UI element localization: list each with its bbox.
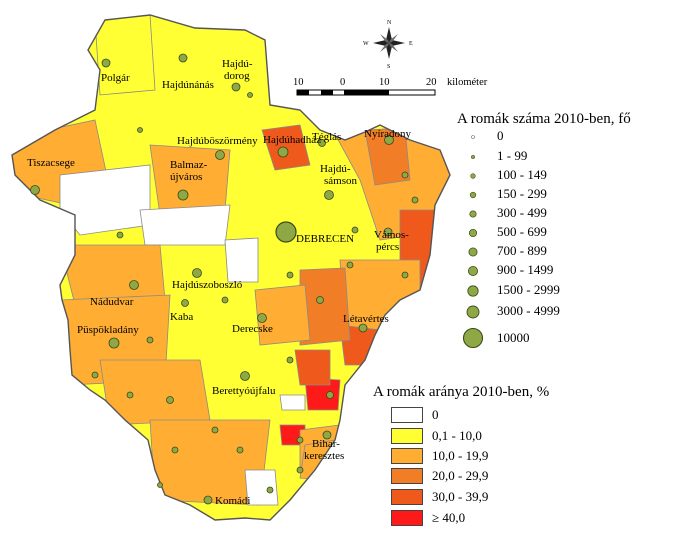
dot-hajdusamson — [324, 190, 334, 200]
label-hajdusamson: Hajdú-sámson — [320, 163, 358, 187]
compass-n: N — [387, 20, 392, 26]
svg-text:10: 10 — [379, 77, 390, 88]
label-hajduboszormeny: Hajdúböszörmény — [177, 135, 258, 147]
legend-count-symbols — [462, 135, 484, 349]
dot-hajduszoboszlo — [192, 268, 202, 278]
label-balmazujvaros: Balmaz-újváros — [170, 159, 208, 183]
label-komadi: Komádi — [215, 495, 250, 507]
dot-hajduhadhaz — [277, 146, 289, 158]
compass-w: W — [363, 41, 369, 47]
compass-s: S — [387, 64, 390, 70]
legend-share-3: 20,0 - 29,9 — [432, 468, 489, 483]
compass-rose: N S E W — [363, 20, 413, 70]
label-vamospercs: Vámos-pércs — [374, 229, 409, 253]
dot-nadudvar — [129, 280, 139, 290]
legend-share-5: ≥ 40,0 — [432, 510, 466, 525]
label-berettyoujfalu: Berettyóújfalu — [212, 385, 276, 397]
svg-text:kilométer: kilométer — [447, 77, 488, 88]
area-hajduhadhaz — [261, 124, 311, 171]
legend-count-2: 100 - 149 — [497, 167, 547, 182]
svg-text:10: 10 — [293, 77, 304, 88]
dot-hajduboszormeny — [215, 150, 225, 160]
scale-bar: 10 0 10 20 kilométer — [293, 77, 488, 96]
label-hajduszoboszlo: Hajdúszoboszló — [172, 279, 243, 291]
dot-vamospercs — [383, 227, 393, 237]
dot-hajdunanas — [178, 53, 188, 63]
label-hajduhadhaz: Hajdúhadház — [263, 134, 321, 146]
legend-count-5: 500 - 699 — [497, 224, 547, 239]
label-biharkeresztes: Bihar-keresztes — [304, 438, 344, 462]
legend-share-0: 0 — [432, 407, 439, 422]
legend-share-swatch-1 — [391, 428, 423, 444]
dot-tiszacsege — [30, 185, 40, 195]
area-komadi-white — [244, 469, 279, 506]
area-white-west — [59, 164, 151, 236]
legend-count-4: 300 - 499 — [497, 205, 547, 220]
legend-count-0: 0 — [497, 128, 504, 143]
dot-letavertes — [358, 323, 368, 333]
dot-teglas — [318, 139, 326, 147]
legend-share-4: 30,0 - 39,9 — [432, 489, 489, 504]
label-letavertes: Létavértes — [343, 313, 389, 325]
label-puspokladany: Püspökladány — [77, 324, 139, 336]
legend-share-swatch-0 — [391, 407, 423, 423]
area-white-south — [279, 394, 306, 411]
area-white-center — [139, 204, 231, 246]
svg-text:0: 0 — [340, 77, 345, 88]
label-nyiradony: Nyíradony — [364, 128, 412, 140]
label-tiszacsege: Tiszacsege — [27, 157, 75, 169]
dot-hajdudorog — [231, 82, 241, 92]
legend-share-2: 10,0 - 19,9 — [432, 448, 489, 463]
area-south-orange — [294, 349, 331, 386]
area-derecske-orange — [254, 284, 311, 346]
dot-derecske — [257, 313, 267, 323]
label-derecske: Derecske — [232, 323, 273, 335]
label-teglas: Téglás — [312, 131, 341, 143]
legend-count-1: 1 - 99 — [497, 148, 528, 163]
county-outline — [11, 14, 451, 521]
legend-count-9: 3000 - 4999 — [497, 303, 560, 318]
dot-berettyoujfalu — [240, 371, 250, 381]
dot-biharkeresztes — [322, 430, 332, 440]
legend-share-swatch-4 — [391, 489, 423, 505]
label-polgar: Polgár — [101, 72, 130, 84]
legend-share-swatch-3 — [391, 468, 423, 484]
svg-text:20: 20 — [426, 77, 437, 88]
dot-balmazujvaros — [177, 189, 189, 201]
label-hajdunanas: Hajdúnánás — [162, 79, 214, 91]
legend-count-title: A romák száma 2010-ben, fő — [457, 111, 631, 127]
settlement-dots — [30, 53, 419, 505]
legend-share-1: 0,1 - 10,0 — [432, 428, 482, 443]
dot-komadi — [203, 495, 213, 505]
legend-share-swatch-2 — [391, 448, 423, 464]
dot-polgar — [101, 58, 111, 68]
area-white-small — [224, 237, 259, 283]
dot-nyiradony — [384, 135, 394, 145]
dot-puspokladany — [108, 337, 120, 349]
legend-share-swatch-5 — [391, 510, 423, 526]
legend-count-6: 700 - 899 — [497, 243, 547, 258]
legend-count-10: 10000 — [497, 330, 530, 345]
compass-e: E — [409, 41, 413, 47]
label-nadudvar: Nádudvar — [90, 296, 134, 308]
area-southwest-orange — [99, 359, 211, 426]
legend-count-7: 900 - 1499 — [497, 262, 554, 277]
label-kaba: Kaba — [170, 311, 193, 323]
dot-debrecen — [275, 221, 297, 243]
label-debrecen: DEBRECEN — [296, 233, 354, 245]
dot-kaba — [181, 299, 189, 307]
town-labels: Polgár Hajdúnánás Hajdú-dorog Tiszacsege… — [27, 58, 412, 507]
legend-count-3: 150 - 299 — [497, 186, 547, 201]
legend-share-title: A romák aránya 2010-ben, % — [373, 384, 550, 400]
label-hajdudorog: Hajdú-dorog — [222, 58, 253, 82]
legend-count-8: 1500 - 2999 — [497, 282, 560, 297]
